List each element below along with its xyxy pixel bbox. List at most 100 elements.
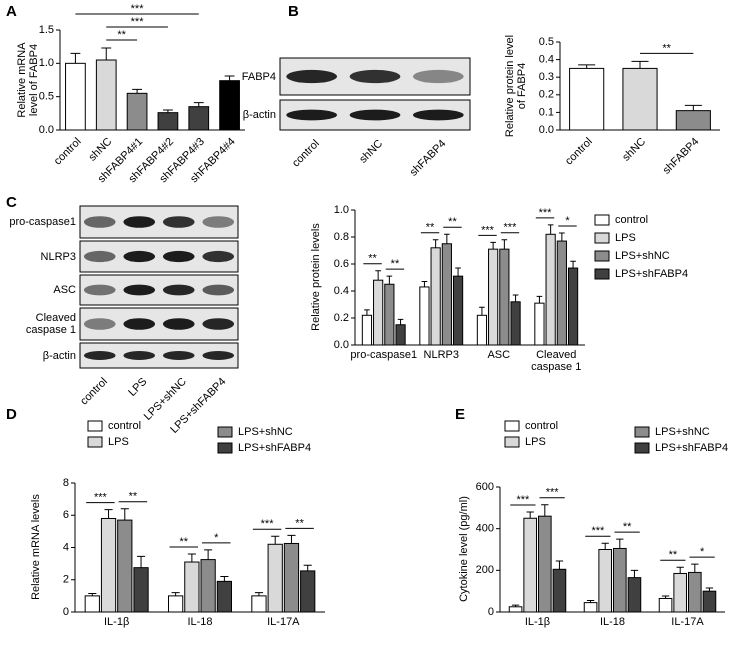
bar — [188, 106, 210, 131]
blot-band — [286, 69, 337, 84]
bar — [133, 567, 149, 613]
x-tick-label: shNC — [620, 136, 648, 164]
bar — [508, 606, 523, 613]
blot-lane-label: control — [78, 376, 110, 408]
legend-swatch — [594, 232, 610, 244]
bar — [216, 580, 232, 613]
panel-letter: B — [288, 3, 299, 20]
panel-letter: A — [6, 3, 17, 20]
y-tick-label: 0.4 — [539, 54, 554, 66]
blot-band — [162, 250, 195, 263]
blot-band — [202, 250, 235, 263]
y-axis-label: Relative protein levels — [310, 223, 322, 331]
legend-label: control — [108, 420, 141, 432]
blot-band — [123, 318, 156, 330]
significance-label: ** — [448, 216, 457, 228]
significance-label: *** — [261, 518, 275, 530]
y-tick-label: 2 — [63, 574, 69, 586]
bar — [499, 248, 510, 346]
legend-label: LPS+shFABP4 — [615, 268, 688, 280]
legend-label: control — [525, 420, 558, 432]
y-tick-label: 0 — [63, 606, 69, 618]
x-tick-label: IL-1β — [104, 616, 130, 628]
bar — [84, 595, 100, 613]
x-tick-label: control — [563, 136, 595, 168]
bar — [100, 517, 117, 613]
y-tick-label: 0.1 — [539, 106, 554, 118]
significance-label: * — [565, 215, 570, 227]
panel-letter: E — [455, 406, 465, 423]
y-tick-label: 400 — [476, 523, 494, 535]
legend-swatch — [594, 268, 610, 280]
blot-band — [83, 216, 116, 228]
bar — [627, 577, 642, 613]
error-bar — [397, 318, 404, 325]
bar — [622, 67, 658, 131]
y-tick-label: 0.8 — [334, 231, 349, 243]
blot-band — [349, 69, 401, 84]
error-bar — [386, 275, 393, 285]
legend-swatch — [87, 420, 103, 432]
legend-label: LPS+shFABP4 — [655, 442, 728, 454]
legend-label: control — [615, 214, 648, 226]
x-tick-label: IL-18 — [187, 616, 213, 628]
error-bar — [536, 295, 543, 304]
bar — [613, 547, 627, 613]
error-bar — [526, 511, 534, 519]
error-bar — [432, 239, 439, 248]
error-bar — [691, 563, 699, 573]
error-bar — [204, 549, 213, 560]
bar — [675, 110, 711, 131]
blot-lane-label: control — [290, 138, 322, 170]
panel-letter: D — [6, 406, 17, 423]
error-bar — [455, 267, 461, 277]
x-tick-label: IL-18 — [599, 616, 626, 628]
significance-label: *** — [591, 525, 605, 537]
x-tick-label: pro-caspase1 — [350, 349, 418, 361]
legend-swatch — [634, 426, 650, 438]
legend-label: LPS — [615, 232, 636, 244]
blot-band — [349, 109, 401, 121]
y-tick-label: 4 — [63, 541, 69, 553]
significance-label: *** — [546, 487, 560, 499]
y-tick-label: 0 — [488, 606, 494, 618]
significance-label: ** — [426, 222, 435, 234]
y-tick-label: 0.3 — [539, 71, 554, 83]
bar — [556, 240, 567, 346]
error-bar — [676, 566, 684, 574]
significance-label: ** — [368, 253, 377, 265]
bar — [419, 286, 430, 346]
bar — [395, 324, 406, 346]
y-tick-label: 1.0 — [39, 57, 54, 69]
bar — [200, 559, 216, 613]
bar — [545, 233, 556, 346]
error-bar — [705, 587, 714, 592]
y-tick-label: 0.2 — [539, 89, 554, 101]
x-tick-label: shFABP4 — [661, 136, 702, 177]
significance-label: *** — [539, 207, 553, 219]
x-tick-label: IL-17A — [267, 616, 300, 628]
x-tick-label: Cleaved caspase 1 — [531, 349, 582, 373]
bar — [384, 283, 395, 346]
error-bar — [555, 560, 564, 570]
blot-row-label: pro-caspase1 — [9, 216, 76, 228]
bar — [598, 549, 612, 613]
legend-swatch — [217, 442, 233, 454]
y-axis-label: Relative protein level of FABP4 — [504, 34, 528, 138]
blot-row-label: Cleaved caspase 1 — [25, 312, 76, 336]
error-bar — [136, 555, 146, 568]
error-bar — [661, 595, 670, 599]
legend-swatch — [504, 436, 520, 448]
blot-lane-label: LPS — [126, 376, 149, 399]
error-bar — [616, 538, 624, 549]
x-tick-label: NLRP3 — [423, 349, 459, 361]
significance-label: ** — [179, 536, 188, 548]
legend-swatch — [594, 250, 610, 262]
error-bar — [224, 75, 235, 81]
significance-label: *** — [481, 224, 495, 236]
y-axis-label: Cytokine level (pg/ml) — [458, 496, 470, 602]
y-tick-label: 0.5 — [539, 36, 554, 48]
error-bar — [630, 569, 639, 578]
